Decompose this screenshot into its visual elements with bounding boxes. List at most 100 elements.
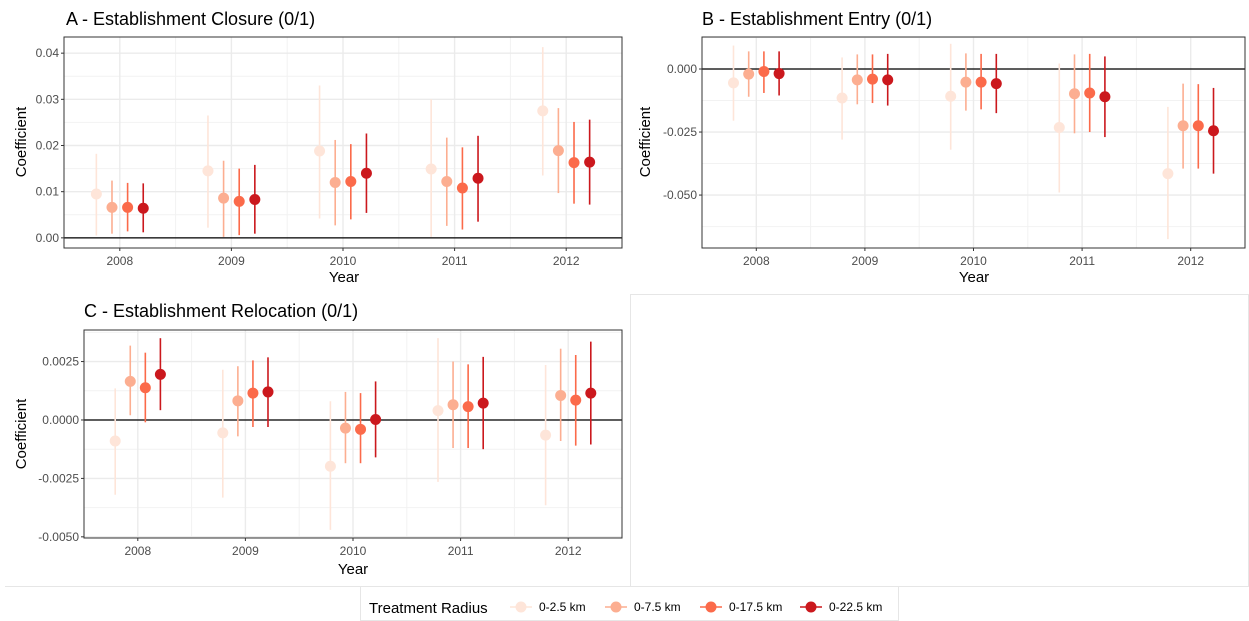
panel-a-xtick-label: 2008 xyxy=(106,254,133,268)
legend-entry-label: 0-22.5 km xyxy=(829,600,882,614)
panel-b-point xyxy=(1053,122,1065,134)
panel-c-xlabel: Year xyxy=(338,561,368,578)
panel-a-xtick-label: 2009 xyxy=(218,254,245,268)
panel-c-point xyxy=(585,387,597,399)
panel-b-point xyxy=(867,73,879,85)
panel-a-point xyxy=(537,105,549,117)
panel-a-point xyxy=(329,176,341,188)
panel-c-point xyxy=(339,422,351,434)
legend-key-point xyxy=(705,601,717,613)
panel-b: B - Establishment Entry (0/1) Year Coeff… xyxy=(637,9,1246,286)
panel-b-point xyxy=(1068,88,1080,100)
panel-c-xtick-label: 2008 xyxy=(124,544,151,558)
panel-b-point xyxy=(758,66,770,78)
panel-b-point xyxy=(836,92,848,104)
panel-a-point xyxy=(360,167,372,179)
panel-c-ytick-label: -0.0025 xyxy=(38,471,79,485)
panel-a-ylabel: Coefficient xyxy=(13,106,30,177)
panel-a-point xyxy=(568,157,580,169)
panel-a-title: A - Establishment Closure (0/1) xyxy=(66,9,315,29)
panel-a-point xyxy=(584,156,596,168)
panel-a-point xyxy=(552,145,564,157)
panel-c-xtick-label: 2011 xyxy=(448,544,474,558)
panel-c-xtick-label: 2010 xyxy=(340,544,367,558)
panel-b-xtick-label: 2009 xyxy=(852,254,879,268)
panel-a-xlabel: Year xyxy=(329,269,359,286)
panel-a-point xyxy=(106,201,118,213)
panel-c: C - Establishment Relocation (0/1) Year … xyxy=(13,301,623,578)
panel-b-point xyxy=(1099,91,1111,103)
panel-c-ytick-label: -0.0050 xyxy=(38,530,79,544)
panel-b-ylabel: Coefficient xyxy=(637,106,654,177)
panel-c-point xyxy=(247,387,259,399)
panel-c-point xyxy=(462,401,474,413)
panel-a-ytick-label: 0.00 xyxy=(36,231,60,245)
panel-c-point xyxy=(540,429,552,441)
panel-b-xtick-label: 2012 xyxy=(1177,254,1204,268)
panel-a-point xyxy=(137,202,149,214)
panel-b-point xyxy=(1192,120,1204,132)
panel-a-point xyxy=(202,165,214,177)
panel-c-point xyxy=(355,423,367,435)
panel-a-xtick-label: 2012 xyxy=(553,254,580,268)
panel-c-point xyxy=(262,386,274,398)
panel-c-point xyxy=(109,435,121,447)
panel-a-point xyxy=(345,176,357,188)
panel-c-point xyxy=(124,375,136,387)
panel-c-point xyxy=(232,395,244,407)
panel-c-ytick-label: 0.0025 xyxy=(42,355,79,369)
panel-a-point xyxy=(472,172,484,184)
panel-b-point xyxy=(1177,120,1189,132)
panel-a-ytick-label: 0.04 xyxy=(36,46,60,60)
panel-a-ytick-label: 0.03 xyxy=(36,92,60,106)
panel-a-ytick-label: 0.02 xyxy=(36,139,60,153)
panel-b-point xyxy=(1208,125,1220,137)
panel-b-ytick-label: -0.050 xyxy=(663,188,697,202)
panel-c-point xyxy=(139,382,151,394)
panel-b-point xyxy=(975,76,987,88)
panel-b-point xyxy=(945,90,957,102)
panel-a-xtick-label: 2011 xyxy=(442,254,468,268)
panel-c-point xyxy=(447,399,459,411)
panel-c-point xyxy=(217,427,229,439)
panel-b-point xyxy=(1084,87,1096,99)
panel-b-title: B - Establishment Entry (0/1) xyxy=(702,9,932,29)
panel-b-point xyxy=(1162,168,1174,180)
panel-b-point xyxy=(743,68,755,80)
panel-c-point xyxy=(477,397,489,409)
panel-c-xtick-label: 2009 xyxy=(232,544,259,558)
legend-title: Treatment Radius xyxy=(369,600,488,617)
panel-b-point xyxy=(851,74,863,86)
panel-c-point xyxy=(432,405,444,417)
panel-a-point xyxy=(314,145,326,157)
empty-panel-frame xyxy=(630,294,1249,587)
panel-b-point xyxy=(990,78,1002,90)
panel-b-xtick-label: 2008 xyxy=(743,254,770,268)
panel-b-point xyxy=(773,68,785,80)
panel-b-xtick-label: 2010 xyxy=(960,254,987,268)
panel-a-point xyxy=(441,176,453,188)
panel-c-point xyxy=(370,414,382,426)
panel-b-point xyxy=(882,74,894,86)
legend-entry-label: 0-2.5 km xyxy=(539,600,586,614)
legend-entry-label: 0-17.5 km xyxy=(729,600,782,614)
panel-c-point xyxy=(570,394,582,406)
legend-key-point xyxy=(805,601,817,613)
panel-a-point xyxy=(425,163,437,175)
panel-b-ytick-label: 0.000 xyxy=(667,62,697,76)
panel-b-xtick-label: 2011 xyxy=(1069,254,1095,268)
panel-b-xlabel: Year xyxy=(959,269,989,286)
panel-a-ytick-label: 0.01 xyxy=(36,185,60,199)
panel-c-xtick-label: 2012 xyxy=(555,544,582,558)
panel-a: A - Establishment Closure (0/1) Year Coe… xyxy=(13,9,623,286)
panel-b-point xyxy=(960,76,972,88)
panel-a-point xyxy=(122,201,134,213)
legend: Treatment Radius 0-2.5 km 0-7.5 km 0-17.5 … xyxy=(360,586,899,621)
panel-b-point xyxy=(727,77,739,89)
legend-key-point xyxy=(515,601,527,613)
panel-a-xtick-label: 2010 xyxy=(330,254,357,268)
legend-entry-label: 0-7.5 km xyxy=(634,600,681,614)
panel-c-ylabel: Coefficient xyxy=(13,398,30,469)
panel-a-point xyxy=(233,195,245,207)
